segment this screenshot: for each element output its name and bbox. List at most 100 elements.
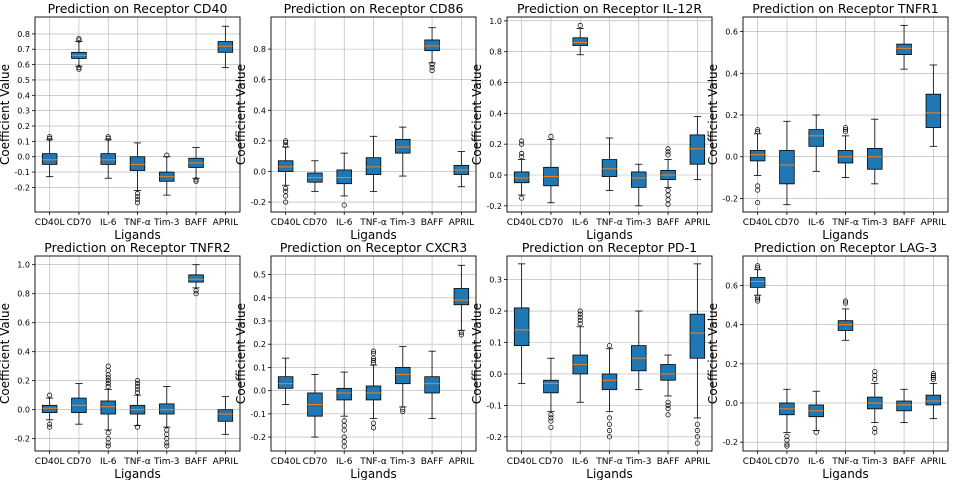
outlier-point	[755, 200, 761, 206]
x-tick-label: CD40L	[743, 218, 773, 228]
outlier-point	[370, 357, 377, 364]
box-IL-6	[808, 390, 824, 435]
outlier-point	[606, 415, 613, 421]
box-body	[100, 400, 116, 415]
box-body	[896, 43, 912, 55]
chart-panel-1: -0.2 -0.1 0.0 0.1 0.2 0.3 0.4 0.5 0.6 0.7 0.8 CD40L…	[0, 1, 241, 242]
outlier-point	[872, 429, 878, 435]
y-tick-label: 0.4	[725, 69, 738, 78]
x-tick-label: BAFF	[421, 457, 444, 467]
box-body	[513, 171, 530, 184]
y-tick-label: -0.2	[14, 183, 30, 192]
box-CD40L	[277, 138, 294, 205]
y-tick-label: 0.8	[253, 45, 266, 54]
y-tick-label: 0.1	[17, 137, 30, 146]
box-body	[689, 313, 706, 359]
x-tick-label: BAFF	[893, 218, 916, 228]
outlier-point	[47, 134, 53, 140]
box-BAFF	[424, 27, 440, 74]
box-CD40L	[513, 138, 530, 201]
x-axis-label: Ligands	[586, 467, 632, 480]
outlier-point	[930, 376, 936, 383]
x-tick-label: CD40L	[35, 218, 65, 228]
y-axis-label: Coefficient Value	[0, 64, 12, 165]
outlier-point	[164, 443, 170, 449]
y-tick-label: 0.3	[17, 107, 30, 116]
y-tick-label: 0.2	[253, 340, 266, 349]
outlier-point	[134, 389, 141, 395]
outlier-point	[370, 425, 377, 431]
x-tick-label: BAFF	[893, 457, 916, 467]
outlier-point	[283, 193, 289, 199]
y-tick-label: -0.2	[486, 202, 502, 211]
outlier-point	[548, 412, 554, 418]
outlier-point	[429, 67, 435, 74]
box-BAFF	[896, 388, 912, 423]
outlier-point	[134, 194, 141, 200]
y-tick-label: 0.0	[253, 387, 266, 396]
outlier-point	[665, 146, 671, 152]
chart-panel-6: -0.2 -0.1 0.0 0.1 0.2 0.3 0.4 0.5 CD40L CD70 IL-6 T…	[234, 240, 477, 480]
x-tick-label: CD40L	[271, 218, 301, 228]
y-tick-label: -0.1	[250, 410, 266, 419]
box-Tim-3	[159, 386, 175, 449]
box-body	[925, 394, 942, 406]
outlier-point	[694, 440, 700, 446]
outlier-point	[577, 311, 583, 317]
outlier-point	[105, 381, 111, 387]
x-axis-label: Ligands	[350, 228, 396, 242]
y-tick-label: -0.2	[14, 435, 30, 444]
outlier-point	[76, 66, 82, 72]
outlier-point	[755, 263, 761, 269]
y-tick-label: 0.8	[17, 290, 30, 299]
box-Tim-3	[867, 118, 883, 185]
chart-panel-7: -0.2 -0.1 0.0 0.1 0.2 0.3 CD40L CD70 IL-6 TNF-α Ti…	[470, 240, 713, 480]
x-tick-label: TNF-α	[595, 457, 623, 467]
chart-panel-5: -0.2 0.0 0.2 0.4 0.6 0.8 1.0 CD40L CD70 IL-6 TNF-α…	[0, 240, 241, 480]
plot-frame	[742, 16, 949, 213]
box-IL-6	[572, 22, 588, 56]
outlier-point	[842, 300, 849, 306]
outlier-point	[193, 177, 199, 183]
box-body	[395, 367, 411, 385]
outlier-point	[400, 408, 406, 415]
box-BAFF	[188, 264, 204, 297]
outlier-point	[519, 150, 525, 156]
box-Tim-3	[395, 346, 411, 415]
outlier-point	[872, 376, 878, 383]
box-body	[660, 364, 676, 381]
box-BAFF	[660, 354, 676, 418]
outlier-point	[842, 127, 849, 133]
outlier-point	[694, 434, 700, 440]
x-tick-label: IL-6	[808, 218, 825, 228]
box-body	[395, 138, 411, 154]
y-tick-label: 0.2	[17, 122, 30, 131]
outlier-point	[47, 421, 53, 427]
x-tick-label: IL-6	[572, 218, 589, 228]
box-body	[601, 159, 618, 177]
y-tick-label: 0.0	[17, 406, 30, 415]
outlier-point	[813, 429, 819, 435]
chart-title: Prediction on Receptor PD-1	[522, 240, 697, 255]
y-tick-label: 0.0	[725, 399, 738, 408]
outlier-point	[577, 317, 583, 324]
x-tick-label: CD70	[67, 457, 92, 467]
x-tick-label: TNF-α	[595, 218, 623, 228]
outlier-point	[577, 22, 583, 29]
x-tick-label: CD40L	[507, 218, 537, 228]
box-body	[277, 160, 294, 172]
outlier-point	[548, 415, 554, 421]
box-body	[749, 150, 766, 162]
outlier-point	[548, 424, 554, 430]
outlier-point	[784, 443, 790, 449]
box-body	[513, 307, 530, 347]
chart-title: Prediction on Receptor IL-12R	[517, 1, 702, 16]
box-CD70	[71, 35, 87, 72]
outlier-point	[842, 124, 849, 131]
box-body	[188, 274, 204, 283]
box-CD40L	[513, 263, 530, 384]
x-tick-label: IL-6	[336, 218, 353, 228]
y-axis-label: Coefficient Value	[470, 303, 484, 404]
outlier-point	[755, 298, 761, 304]
x-axis-label: Ligands	[114, 228, 160, 242]
